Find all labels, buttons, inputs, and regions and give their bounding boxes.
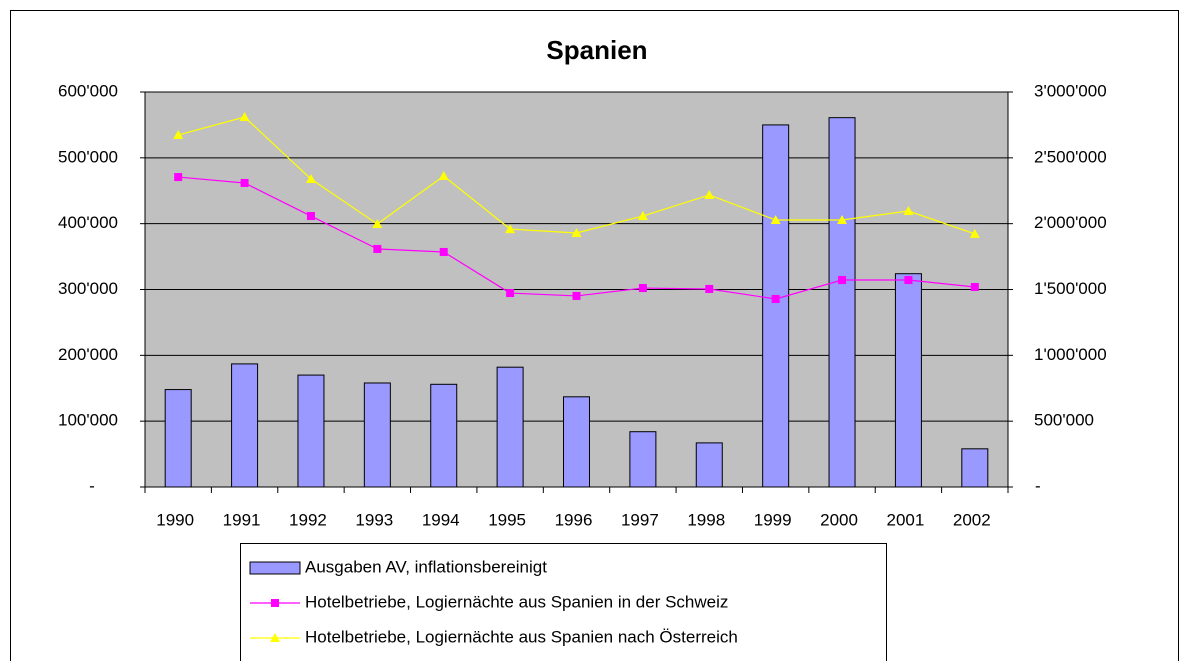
line-marker [638, 284, 647, 293]
line-marker [970, 282, 979, 291]
bar [496, 366, 524, 488]
line-marker [572, 291, 581, 300]
y2-tick-label: 1'500'000 [1034, 279, 1107, 298]
y2-tick-label: 1'000'000 [1034, 345, 1107, 364]
y2-tick-label: 3'000'000 [1034, 81, 1107, 100]
x-tick-label: 1999 [754, 510, 792, 529]
line-marker [506, 289, 515, 298]
line-marker [174, 173, 183, 182]
y-tick-label: 400'000 [58, 213, 118, 232]
bar [363, 382, 391, 488]
y-tick-label: - [89, 476, 95, 495]
bar [297, 374, 325, 488]
y-tick-label: 300'000 [58, 279, 118, 298]
y2-tick-label: 2'000'000 [1034, 213, 1107, 232]
x-tick-label: 1994 [422, 510, 460, 529]
x-tick-label: 1993 [355, 510, 393, 529]
legend-label: Hotelbetriebe, Logiernächte aus Spanien … [305, 592, 728, 611]
x-tick-label: 1991 [223, 510, 261, 529]
legend-label: Ausgaben AV, inflationsbereinigt [305, 557, 547, 576]
line-marker [373, 244, 382, 253]
y2-tick-label: - [1035, 476, 1041, 495]
legend-marker [271, 599, 279, 607]
bar [828, 117, 856, 488]
line-marker [372, 219, 383, 229]
line-marker [904, 276, 913, 285]
x-tick-label: 2002 [953, 510, 991, 529]
bar [695, 442, 723, 488]
bar [894, 273, 922, 488]
line-marker [439, 247, 448, 256]
y-tick-label: 600'000 [58, 81, 118, 100]
bar [164, 389, 192, 488]
line-marker [240, 178, 249, 187]
x-tick-label: 1995 [488, 510, 526, 529]
line-marker [969, 228, 980, 238]
y-tick-label: 100'000 [58, 411, 118, 430]
bar [629, 431, 657, 488]
line-marker [903, 206, 914, 216]
y-tick-label: 200'000 [58, 345, 118, 364]
x-tick-label: 2000 [820, 510, 858, 529]
x-tick-label: 1990 [156, 510, 194, 529]
line-marker [770, 214, 781, 224]
line-marker [771, 294, 780, 303]
line-marker [838, 276, 847, 285]
bar [231, 363, 259, 488]
x-tick-label: 1992 [289, 510, 327, 529]
line-marker [438, 171, 449, 181]
x-tick-label: 1996 [555, 510, 593, 529]
bar [762, 124, 790, 488]
x-tick-label: 1998 [687, 510, 725, 529]
legend-label: Hotelbetriebe, Logiernächte aus Spanien … [305, 627, 738, 646]
legend-swatch [249, 561, 301, 575]
line-marker [505, 224, 516, 234]
chart-title: Spanien [546, 35, 647, 65]
bar [430, 383, 458, 488]
line-marker [305, 174, 316, 184]
legend-marker [270, 633, 280, 642]
line-marker [705, 284, 714, 293]
line-marker [571, 228, 582, 238]
bar [563, 396, 590, 488]
y-tick-label: 500'000 [58, 147, 118, 166]
legend [240, 543, 887, 661]
line-marker [306, 212, 315, 221]
line-marker [704, 189, 715, 199]
x-tick-label: 1997 [621, 510, 659, 529]
y2-tick-label: 2'500'000 [1034, 147, 1107, 166]
y2-tick-label: 500'000 [1034, 411, 1094, 430]
x-tick-label: 2001 [887, 510, 925, 529]
line-marker [837, 214, 848, 224]
line-marker [173, 130, 184, 140]
line-marker [637, 211, 648, 221]
line-marker [239, 112, 250, 122]
bar [961, 448, 989, 488]
